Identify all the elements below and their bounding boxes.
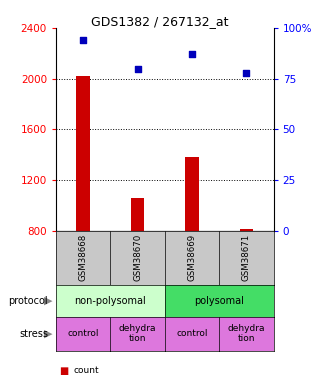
Text: polysomal: polysomal (194, 296, 244, 306)
Bar (76, 76, 90, 231)
Point (244, 70, 249, 76)
Text: ▶: ▶ (44, 329, 53, 339)
Text: ▶: ▶ (44, 296, 53, 306)
Text: control: control (176, 329, 208, 338)
Bar (240, 229, 253, 231)
Text: count: count (74, 366, 99, 375)
Text: GDS1382 / 267132_at: GDS1382 / 267132_at (91, 15, 229, 28)
Bar (131, 198, 144, 231)
Text: GSM38668: GSM38668 (79, 234, 88, 281)
Text: non-polysomal: non-polysomal (75, 296, 146, 306)
Text: GSM38670: GSM38670 (133, 234, 142, 281)
Text: dehydra
tion: dehydra tion (119, 324, 156, 344)
Text: stress: stress (19, 329, 48, 339)
Text: ■: ■ (59, 366, 68, 375)
Point (135, 66, 140, 72)
Text: GSM38669: GSM38669 (188, 234, 196, 281)
Bar (185, 157, 199, 231)
Text: protocol: protocol (8, 296, 48, 306)
Point (189, 51, 195, 57)
Text: control: control (68, 329, 99, 338)
Point (81, 37, 86, 43)
Text: dehydra
tion: dehydra tion (228, 324, 265, 344)
Text: GSM38671: GSM38671 (242, 234, 251, 281)
